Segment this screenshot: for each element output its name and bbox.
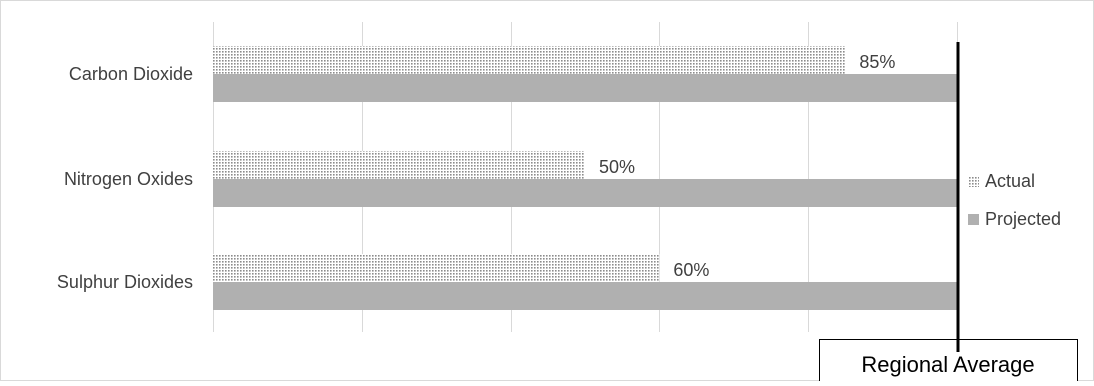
data-label-actual-2: 60% — [673, 260, 709, 280]
bar-actual-0 — [213, 46, 846, 74]
data-label-actual-0: 85% — [859, 52, 895, 72]
reference-line-label: Regional Average — [861, 352, 1034, 377]
data-label-actual-1: 50% — [599, 157, 635, 177]
bars — [213, 46, 957, 310]
category-label-2: Sulphur Dioxides — [57, 272, 193, 292]
legend-swatch-projected — [968, 214, 979, 225]
legend: Actual Projected — [968, 171, 1061, 229]
reference-label-box — [819, 339, 1078, 382]
bar-projected-0 — [213, 74, 957, 102]
category-label-1: Nitrogen Oxides — [64, 169, 193, 189]
legend-label-actual: Actual — [985, 171, 1035, 191]
bar-projected-1 — [213, 179, 957, 207]
legend-label-projected: Projected — [985, 209, 1061, 229]
bar-projected-2 — [213, 282, 957, 310]
reference-line-group: Regional Average — [819, 42, 1078, 382]
bar-actual-1 — [213, 151, 585, 179]
bar-actual-2 — [213, 254, 660, 282]
category-label-0: Carbon Dioxide — [69, 64, 193, 84]
legend-swatch-actual — [968, 176, 979, 187]
labels: Carbon Dioxide 85% Nitrogen Oxides 50% Sulph… — [57, 52, 896, 292]
